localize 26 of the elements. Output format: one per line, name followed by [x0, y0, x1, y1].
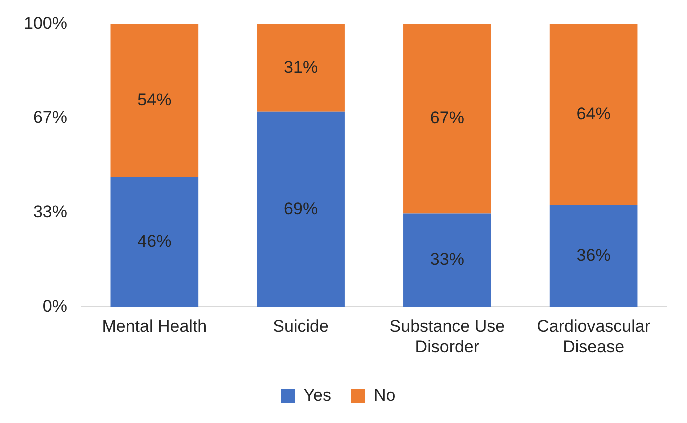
data-label: 33%	[430, 250, 464, 270]
bar	[257, 112, 345, 308]
bar	[404, 214, 492, 308]
bar	[550, 205, 638, 308]
data-label: 67%	[430, 108, 464, 128]
data-label: 69%	[284, 199, 318, 218]
data-label: 54%	[138, 90, 172, 110]
legend-label: Yes	[304, 386, 332, 406]
legend-label: No	[374, 386, 396, 406]
y-tick-label: 67%	[33, 108, 68, 128]
bar	[110, 177, 199, 308]
data-label: 46%	[138, 232, 172, 251]
bar	[404, 24, 492, 214]
data-label: 31%	[284, 58, 318, 77]
x-tick-label: Suicide	[273, 317, 329, 336]
x-tick-label: Substance Use Disorder	[390, 317, 506, 356]
y-tick-label: 100%	[24, 14, 68, 33]
data-label: 64%	[576, 104, 611, 124]
bar	[550, 24, 638, 206]
y-tick-label: 33%	[33, 202, 68, 222]
x-tick-label: Cardiovascular Disease	[537, 317, 651, 356]
data-label: 36%	[576, 246, 611, 265]
bar	[110, 24, 199, 178]
y-tick-label: 0%	[42, 296, 68, 316]
bar	[257, 24, 345, 112]
x-tick-label: Mental Health	[102, 317, 208, 336]
